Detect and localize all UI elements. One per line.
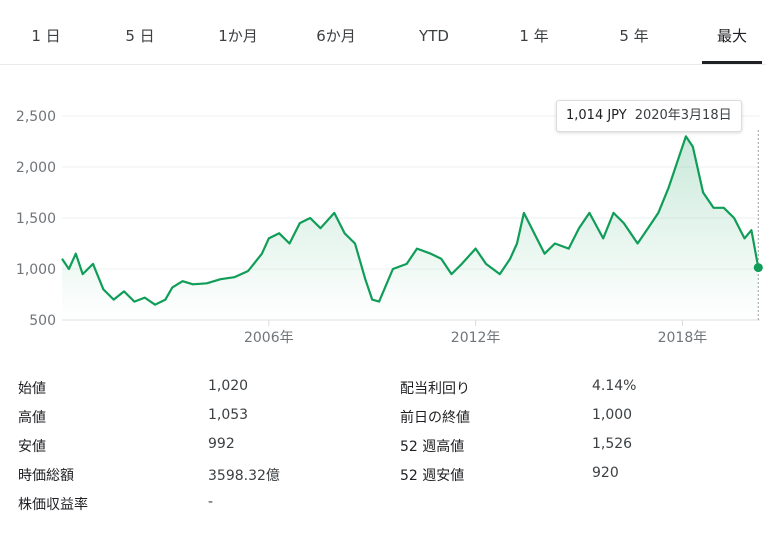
y-tick-label: 2,500 (16, 109, 56, 125)
tab-ytd[interactable]: YTD (419, 27, 449, 45)
price-chart[interactable]: 2,500 2,000 1,500 1,000 500 2006年 2012年 2018年 (0, 96, 766, 346)
y-tick-label: 500 (29, 313, 56, 329)
tab-1-year[interactable]: 1 年 (519, 27, 549, 45)
stat-value-open: 1,020 (208, 378, 249, 394)
x-tick-label: 2018年 (658, 330, 708, 346)
tooltip-price: 1,014 JPY (566, 108, 627, 123)
stat-row: 株価収益率 - (0, 494, 766, 522)
stat-value-52w-low: 920 (592, 465, 619, 481)
stat-label-low: 安値 (18, 439, 46, 455)
range-tabs: 1 日 5 日 1か月 6か月 YTD 1 年 5 年 最大 (0, 0, 766, 65)
tab-1-month[interactable]: 1か月 (218, 27, 258, 45)
stat-label-open: 始値 (18, 381, 46, 397)
stat-label-dividend-yield: 配当利回り (400, 381, 470, 397)
stat-row: 安値 992 52 週高値 1,526 (0, 436, 766, 464)
stat-value-market-cap: 3598.32億 (208, 468, 280, 484)
stat-value-dividend-yield: 4.14% (592, 378, 637, 394)
y-tick-label: 2,000 (16, 160, 56, 176)
stat-label-52w-high: 52 週高値 (400, 439, 465, 455)
tab-6-month[interactable]: 6か月 (316, 27, 356, 45)
price-tooltip: 1,014 JPY 2020年3月18日 (556, 100, 742, 132)
hover-marker (753, 263, 763, 273)
stat-row: 始値 1,020 配当利回り 4.14% (0, 378, 766, 406)
tooltip-date: 2020年3月18日 (634, 108, 732, 123)
stat-label-prev-close: 前日の終値 (400, 410, 470, 426)
stat-label-52w-low: 52 週安値 (400, 468, 465, 484)
stat-row: 時価総額 3598.32億 52 週安値 920 (0, 465, 766, 493)
stat-value-prev-close: 1,000 (592, 407, 633, 423)
tab-max[interactable]: 最大 (702, 0, 762, 64)
stat-value-low: 992 (208, 436, 235, 452)
stat-label-high: 高値 (18, 410, 46, 426)
stat-label-pe-ratio: 株価収益率 (18, 497, 88, 513)
area-fill (62, 136, 759, 320)
x-tick-label: 2006年 (244, 330, 294, 346)
stat-label-market-cap: 時価総額 (18, 468, 74, 484)
stat-value-52w-high: 1,526 (592, 436, 633, 452)
x-tick-label: 2012年 (451, 330, 501, 346)
y-tick-label: 1,500 (16, 211, 56, 227)
tab-5-day[interactable]: 5 日 (125, 27, 155, 45)
stat-value-pe-ratio: - (208, 494, 214, 510)
stat-row: 高値 1,053 前日の終値 1,000 (0, 407, 766, 435)
y-tick-label: 1,000 (16, 262, 56, 278)
price-line (61, 135, 760, 306)
tab-1-day[interactable]: 1 日 (31, 27, 61, 45)
stat-value-high: 1,053 (208, 407, 249, 423)
tab-5-year[interactable]: 5 年 (619, 27, 649, 45)
